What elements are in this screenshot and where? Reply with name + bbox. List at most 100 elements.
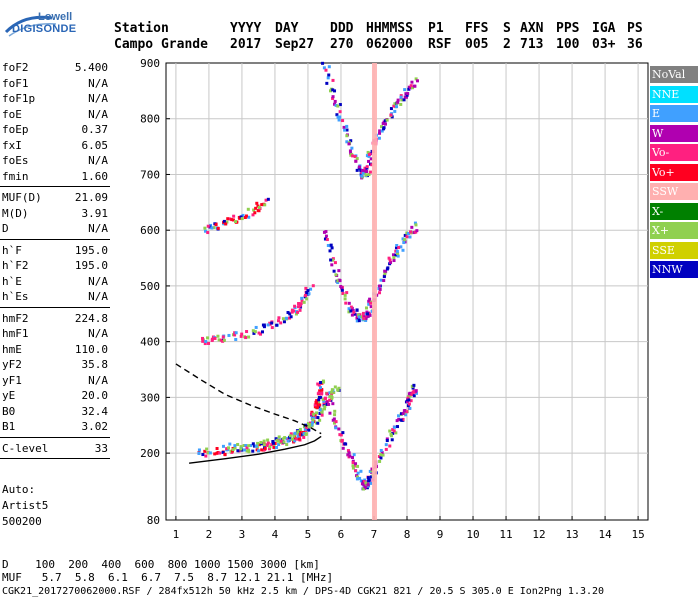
echo-point bbox=[340, 288, 344, 292]
echo-point bbox=[233, 333, 237, 337]
param-label: yF1 bbox=[2, 373, 22, 387]
echo-point bbox=[281, 437, 285, 441]
echo-point bbox=[316, 400, 320, 404]
echo-point bbox=[367, 479, 371, 483]
echo-point bbox=[318, 389, 322, 393]
echo-point bbox=[201, 339, 205, 343]
echo-point bbox=[300, 296, 304, 300]
echo-point bbox=[364, 306, 368, 310]
echo-point bbox=[395, 244, 399, 248]
echo-point bbox=[216, 226, 220, 230]
param-hf2: h`F2 195.0 bbox=[2, 258, 108, 273]
echo-point bbox=[351, 466, 355, 470]
echo-point bbox=[317, 391, 321, 395]
echo-point bbox=[296, 310, 300, 314]
echo-point bbox=[362, 169, 366, 173]
echo-point bbox=[260, 448, 264, 452]
echo-point bbox=[309, 423, 313, 427]
param-value: 0.37 bbox=[81, 123, 109, 136]
echo-point bbox=[205, 447, 209, 451]
echo-point bbox=[362, 487, 366, 491]
echo-point bbox=[231, 218, 235, 222]
echo-point bbox=[378, 287, 382, 291]
echo-point bbox=[226, 217, 230, 221]
echo-point bbox=[378, 129, 382, 133]
y-tick-label: 800 bbox=[140, 113, 160, 126]
echo-point bbox=[275, 323, 279, 327]
echo-point bbox=[201, 336, 205, 340]
echo-point bbox=[379, 456, 383, 460]
echo-point bbox=[388, 429, 392, 433]
echo-point bbox=[403, 95, 407, 99]
echo-point bbox=[362, 483, 366, 487]
echo-point bbox=[274, 437, 278, 441]
echo-point bbox=[388, 444, 392, 448]
echo-point bbox=[227, 333, 231, 337]
echo-point bbox=[320, 409, 324, 413]
echo-point bbox=[408, 406, 412, 410]
echo-point bbox=[365, 310, 369, 314]
echo-point bbox=[323, 397, 327, 401]
echo-point bbox=[355, 308, 359, 312]
y-tick-label: 300 bbox=[140, 391, 160, 404]
echo-point bbox=[239, 447, 243, 451]
echo-point bbox=[303, 427, 307, 431]
model-profile-line bbox=[189, 435, 322, 464]
echo-point bbox=[380, 125, 384, 129]
echo-point bbox=[262, 325, 266, 329]
echo-point bbox=[302, 435, 306, 439]
echo-point bbox=[288, 312, 292, 316]
echo-point bbox=[408, 394, 412, 398]
echo-point bbox=[347, 142, 351, 146]
echo-point bbox=[402, 98, 406, 102]
echo-point bbox=[237, 215, 241, 219]
echo-point bbox=[266, 438, 270, 442]
param-value: 195.0 bbox=[74, 243, 108, 257]
echo-point bbox=[221, 339, 225, 343]
echo-point bbox=[255, 201, 259, 205]
echo-point bbox=[204, 340, 208, 344]
echo-point bbox=[382, 279, 386, 283]
echo-point bbox=[281, 317, 285, 321]
echo-point bbox=[334, 273, 338, 277]
param-value: N/A bbox=[88, 373, 108, 387]
echo-point bbox=[226, 446, 230, 450]
logo-swoosh-icon bbox=[4, 15, 57, 37]
echo-point bbox=[270, 443, 274, 447]
echo-point bbox=[297, 305, 301, 309]
echo-point bbox=[234, 220, 238, 224]
header-label-10: IGA bbox=[592, 21, 616, 36]
echo-point bbox=[392, 256, 396, 260]
param-foes: foEs N/A bbox=[2, 153, 108, 168]
echo-point bbox=[251, 213, 255, 217]
echo-point bbox=[333, 385, 337, 389]
echo-point bbox=[257, 209, 261, 213]
param-value: 6.05 bbox=[81, 138, 109, 152]
echo-point bbox=[231, 448, 235, 452]
echo-point bbox=[396, 254, 400, 258]
x-tick-label: 14 bbox=[598, 528, 612, 541]
echo-point bbox=[256, 441, 260, 445]
echo-point bbox=[277, 443, 281, 447]
lowell-logo bbox=[4, 10, 74, 40]
echo-point bbox=[302, 431, 306, 435]
echo-point bbox=[332, 390, 336, 394]
echo-point bbox=[325, 400, 329, 404]
echo-point bbox=[325, 392, 329, 396]
param-value: 3.02 bbox=[81, 420, 109, 433]
echo-point bbox=[383, 122, 387, 126]
echo-point bbox=[233, 444, 237, 448]
echo-point bbox=[396, 98, 400, 102]
echo-point bbox=[282, 320, 286, 324]
echo-point bbox=[367, 299, 371, 303]
echo-point bbox=[316, 382, 320, 386]
echo-point bbox=[234, 337, 238, 341]
echo-point bbox=[389, 260, 393, 264]
param-value: N/A bbox=[88, 154, 108, 167]
echo-point bbox=[355, 477, 359, 481]
echo-point bbox=[369, 475, 373, 479]
echo-point bbox=[293, 304, 297, 308]
echo-point bbox=[253, 330, 257, 334]
echo-point bbox=[370, 469, 374, 473]
echo-point bbox=[341, 431, 345, 435]
